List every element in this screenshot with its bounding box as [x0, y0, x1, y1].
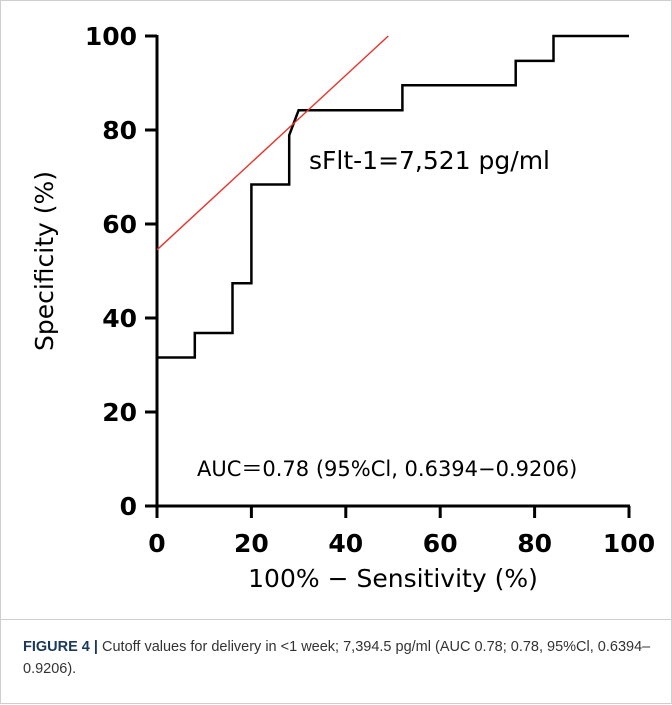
- y-tick-label: 60: [102, 210, 137, 239]
- y-tick-label: 80: [102, 116, 137, 145]
- y-axis-ticks: 0 20 40 60 80 100: [85, 22, 157, 521]
- caption-text: Cutoff values for delivery in <1 week; 7…: [23, 639, 651, 677]
- roc-chart: 0 20 40 60 80 100 0 20 40 60 80 100 sFlt-1=7,521 p…: [30, 22, 655, 593]
- roc-curve: [155, 34, 629, 506]
- x-axis-label: 100% − Sensitivity (%): [248, 564, 538, 593]
- x-tick-label: 60: [423, 529, 458, 558]
- caption-block: FIGURE 4 | Cutoff values for delivery in…: [1, 619, 672, 705]
- y-tick-label: 40: [102, 304, 137, 333]
- x-tick-label: 40: [328, 529, 363, 558]
- y-tick-label: 100: [85, 22, 137, 51]
- figure-caption: FIGURE 4 | Cutoff values for delivery in…: [23, 636, 651, 680]
- x-axis-ticks: 0 20 40 60 80 100: [148, 506, 655, 558]
- figure-label: FIGURE 4: [23, 639, 90, 655]
- x-tick-label: 100: [603, 529, 655, 558]
- cutoff-tangent-line: [156, 35, 389, 251]
- cutoff-annotation: sFlt-1=7,521 pg/ml: [309, 146, 550, 175]
- auc-annotation: AUC＝0.78 (95%Cl, 0.6394−0.9206): [197, 457, 577, 481]
- series-layer: [155, 34, 629, 506]
- caption-separator: |: [93, 639, 98, 655]
- y-tick-label: 0: [120, 492, 137, 521]
- y-axis-label: Specificity (%): [30, 171, 59, 351]
- x-tick-label: 0: [148, 529, 165, 558]
- x-tick-label: 20: [234, 529, 269, 558]
- y-tick-label: 20: [102, 398, 137, 427]
- x-tick-label: 80: [517, 529, 552, 558]
